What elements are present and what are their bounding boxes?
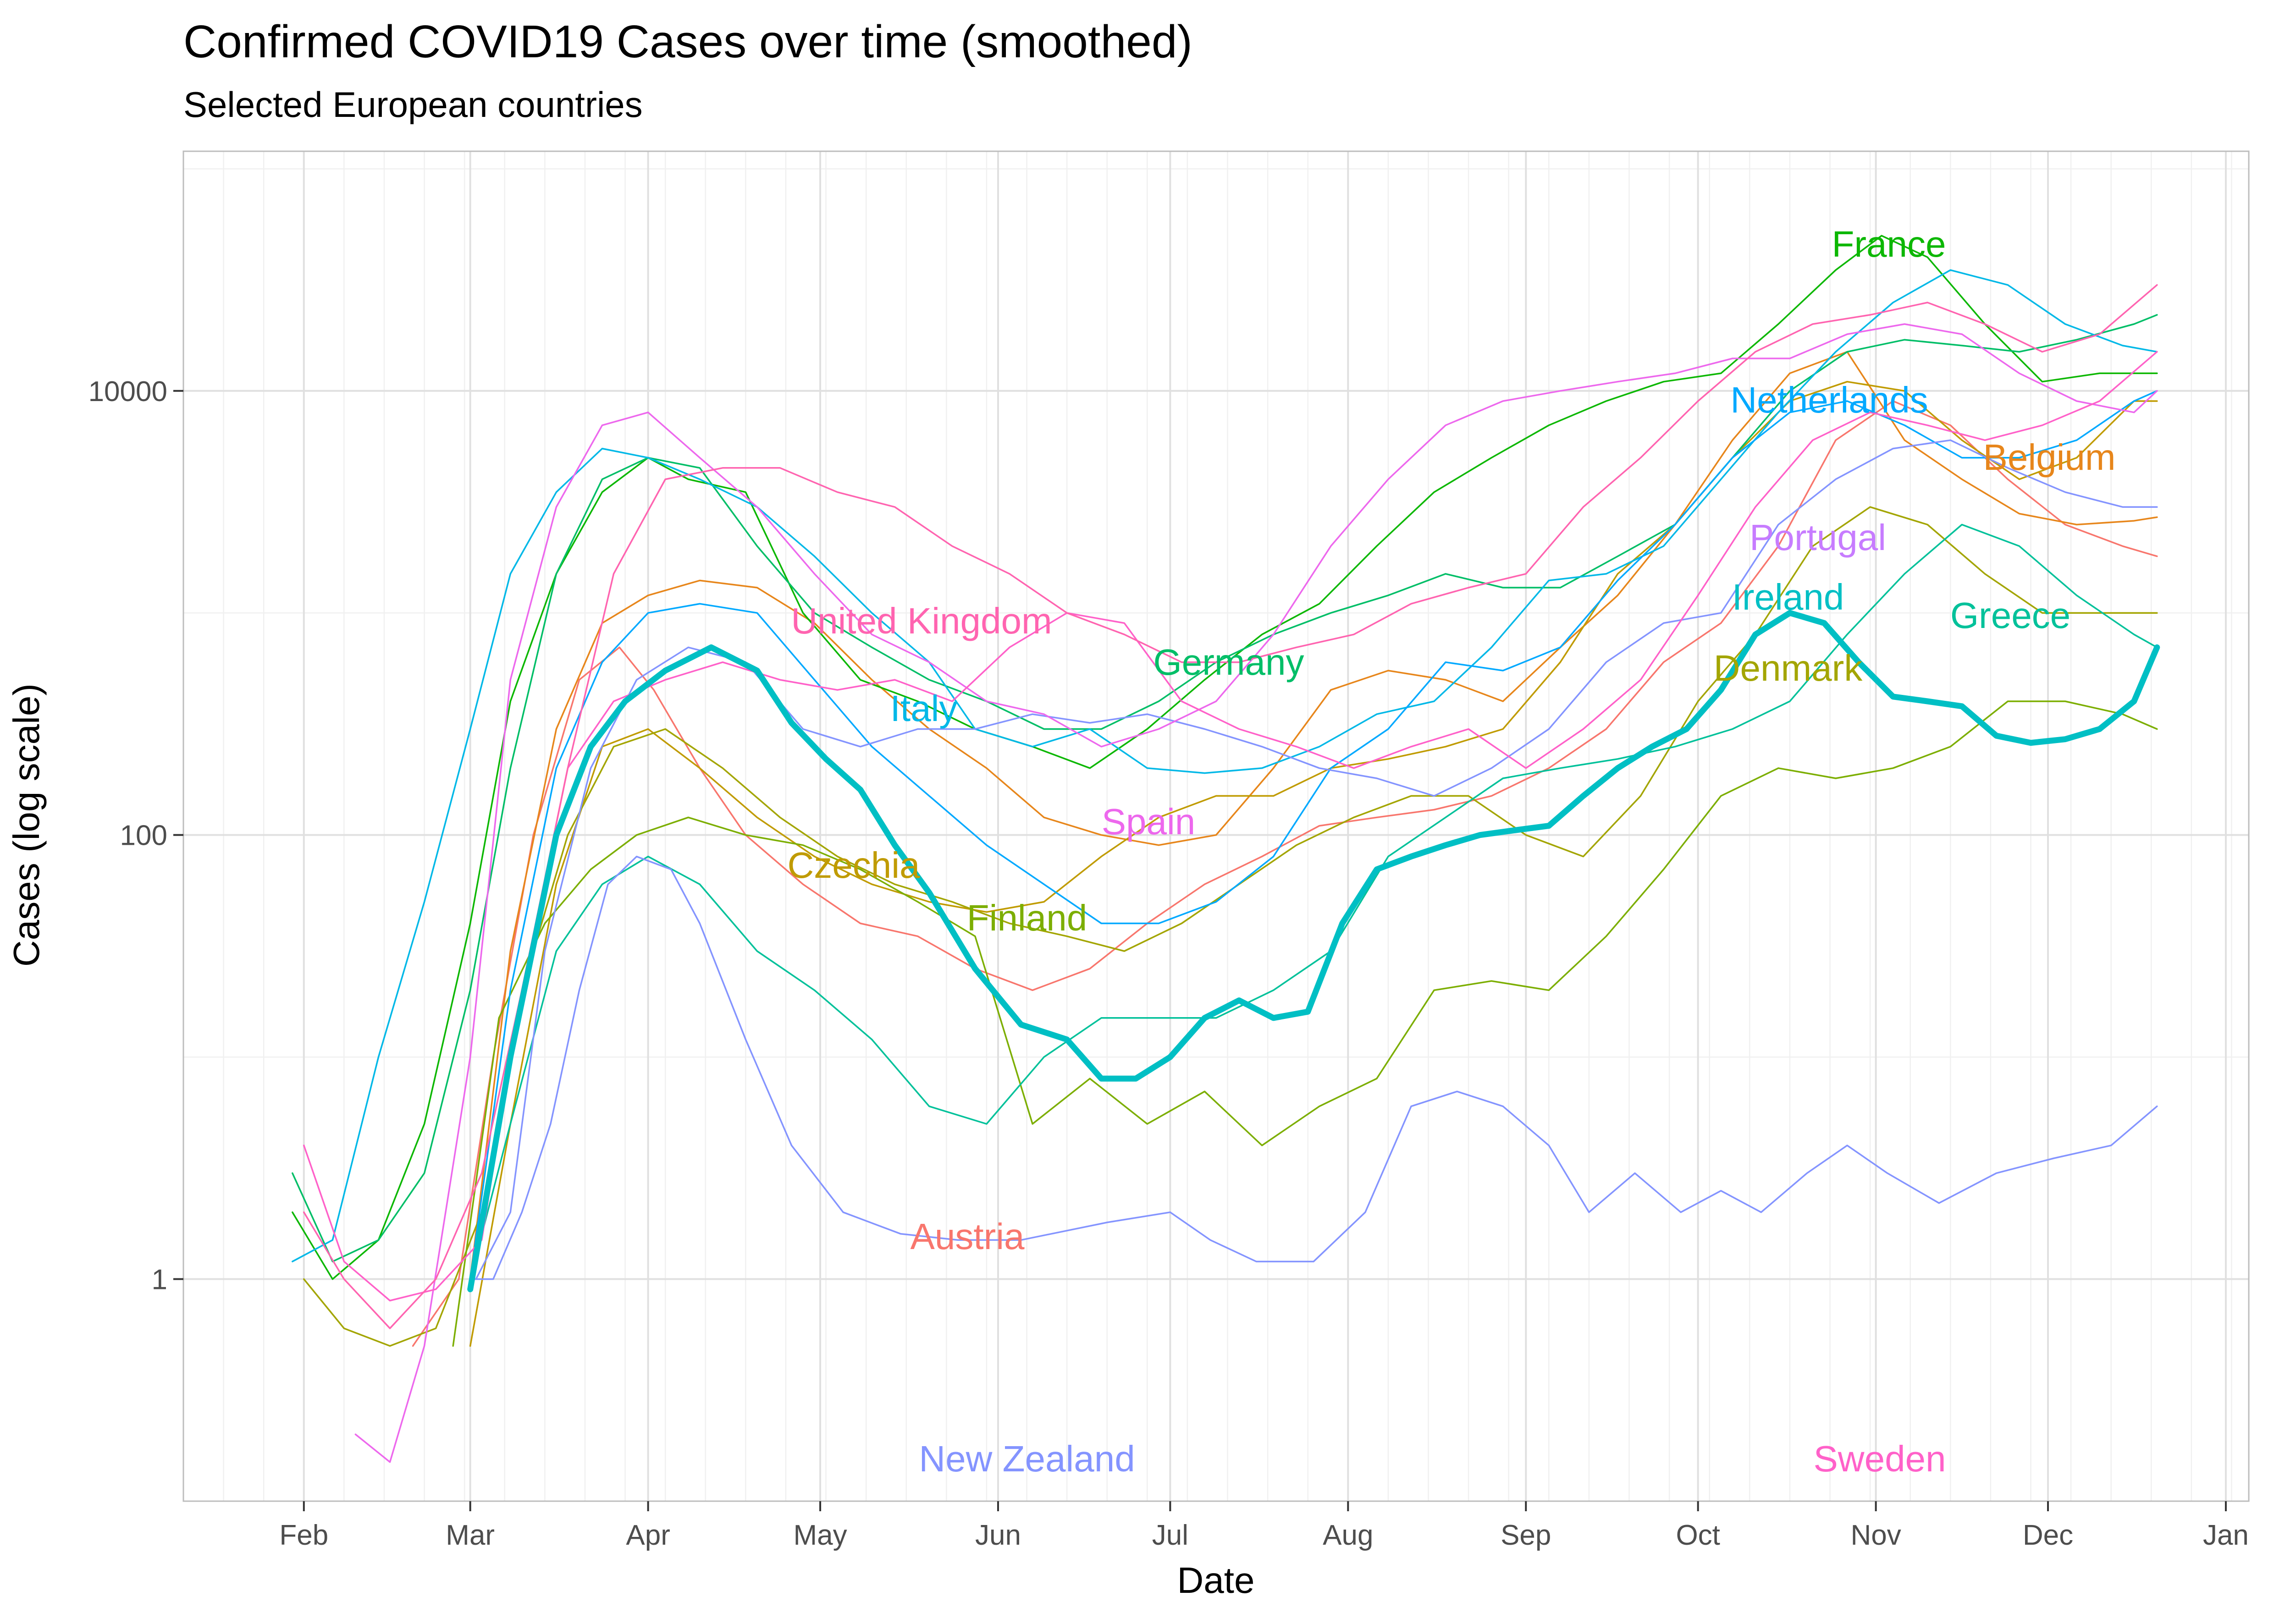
series-line-netherlands — [469, 390, 2158, 1280]
series-line-belgium — [469, 351, 2158, 1280]
x-tick-label: Nov — [1850, 1519, 1901, 1551]
country-label-germany: Germany — [1154, 642, 1304, 683]
country-label-czechia: Czechia — [787, 845, 920, 886]
series-line-italy — [292, 269, 2158, 1262]
series-line-spain — [354, 323, 2158, 1463]
country-label-new-zealand: New Zealand — [919, 1438, 1135, 1479]
chart-subtitle: Selected European countries — [183, 84, 643, 125]
chart-title: Confirmed COVID19 Cases over time (smoot… — [183, 16, 1192, 67]
x-tick-label: Dec — [2023, 1519, 2073, 1551]
series-line-austria — [412, 400, 2158, 1347]
country-label-greece: Greece — [1950, 595, 2070, 636]
country-label-belgium: Belgium — [1983, 437, 2115, 478]
x-tick-label: Feb — [279, 1519, 328, 1551]
x-tick-label: Aug — [1323, 1519, 1373, 1551]
axis-ticks: Feb Mar Apr May Jun Jul Aug Sep Oct Nov Dec Jan 1 100… — [88, 376, 2249, 1551]
country-label-netherlands: Netherlands — [1730, 380, 1928, 420]
country-label-sweden: Sweden — [1813, 1438, 1946, 1479]
x-tick-label: May — [793, 1519, 847, 1551]
x-tick-label: Oct — [1676, 1519, 1720, 1551]
country-label-france: France — [1832, 224, 1946, 264]
country-label-austria: Austria — [911, 1216, 1025, 1257]
y-tick-label: 1 — [152, 1264, 167, 1296]
x-tick-label: Jun — [975, 1519, 1021, 1551]
x-tick-label: Apr — [626, 1519, 670, 1551]
series-line-new-zealand — [469, 855, 2158, 1280]
country-label-ireland: Ireland — [1732, 577, 1844, 617]
country-labels: France Netherlands Belgium Portugal Ireland G… — [787, 224, 2115, 1479]
x-tick-label: Mar — [446, 1519, 495, 1551]
y-tick-label: 10000 — [88, 376, 167, 407]
y-tick-label: 100 — [120, 820, 167, 852]
x-tick-label: Sep — [1501, 1519, 1551, 1551]
plot-panel-border — [182, 150, 2250, 1502]
x-tick-label: Jan — [2203, 1519, 2249, 1551]
series-line-ireland — [467, 610, 2160, 1293]
series-line-portugal — [475, 439, 2158, 1280]
series-line-germany — [292, 314, 2158, 1262]
country-label-spain: Spain — [1102, 801, 1196, 842]
series-line-finland — [452, 700, 2158, 1347]
country-label-finland: Finland — [967, 897, 1087, 938]
series-lines — [292, 235, 2160, 1463]
country-label-portugal: Portugal — [1750, 517, 1886, 558]
country-label-united-kingdom: United Kingdom — [791, 600, 1052, 641]
series-line-greece — [469, 523, 2158, 1280]
country-label-denmark: Denmark — [1714, 648, 1863, 688]
y-axis-title: Cases (log scale) — [6, 683, 47, 967]
x-axis-title: Date — [1177, 1560, 1255, 1601]
country-label-italy: Italy — [890, 688, 958, 729]
series-line-czechia — [469, 380, 2158, 1347]
x-tick-label: Jul — [1152, 1519, 1188, 1551]
series-line-france — [292, 235, 2158, 1280]
series-line-denmark — [303, 506, 2158, 1347]
